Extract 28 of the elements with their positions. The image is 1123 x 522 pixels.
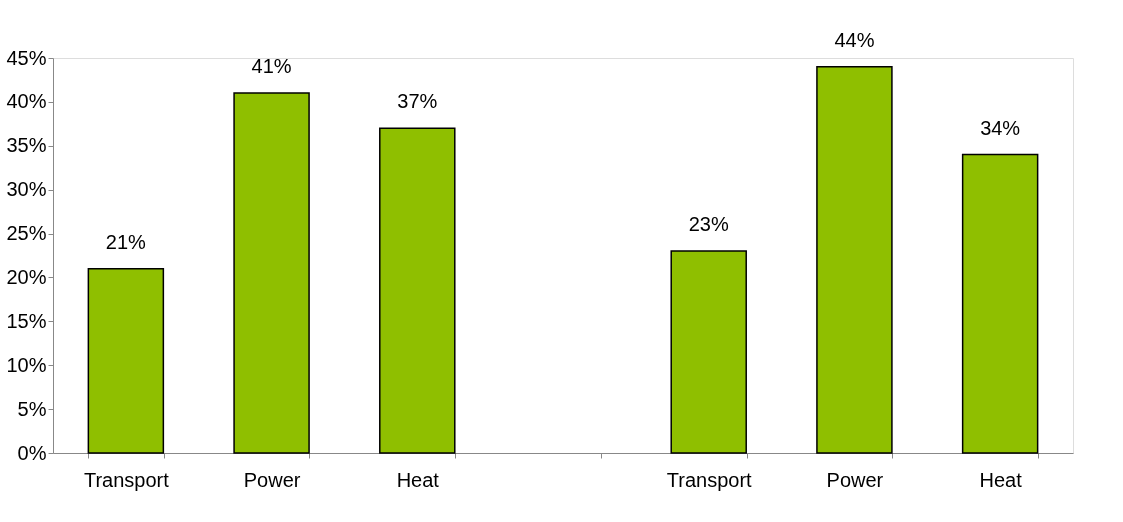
- bar: [87, 267, 165, 454]
- bar: [961, 153, 1039, 454]
- x-tick-label: Transport: [666, 468, 753, 491]
- y-tick-label: 30%: [6, 178, 47, 201]
- bar: [816, 66, 893, 454]
- bar: [379, 127, 456, 454]
- x-tick-label: Transport: [83, 468, 170, 491]
- data-label: 44%: [834, 28, 875, 51]
- y-tick-label: 40%: [6, 90, 47, 113]
- data-label: 23%: [688, 213, 729, 236]
- y-tick-label: 10%: [6, 353, 47, 376]
- y-tick-label: 20%: [6, 265, 47, 288]
- y-tick-label: 5%: [17, 397, 47, 420]
- x-tick-label: Heat: [396, 468, 440, 491]
- y-tick-label: 25%: [6, 222, 47, 245]
- data-label: 41%: [251, 55, 292, 78]
- y-tick-label: 0%: [17, 441, 47, 464]
- data-label: 21%: [105, 230, 147, 253]
- x-tick-label: Power: [243, 468, 301, 491]
- y-tick-label: 45%: [6, 46, 47, 69]
- data-label: 34%: [980, 116, 1021, 139]
- x-tick-label: Power: [826, 468, 884, 491]
- data-label: 37%: [397, 90, 438, 113]
- y-tick-label: 35%: [6, 134, 47, 157]
- y-tick-label: 15%: [6, 309, 47, 332]
- bar: [233, 92, 310, 454]
- bar: [670, 250, 747, 454]
- x-tick-label: Heat: [979, 468, 1023, 491]
